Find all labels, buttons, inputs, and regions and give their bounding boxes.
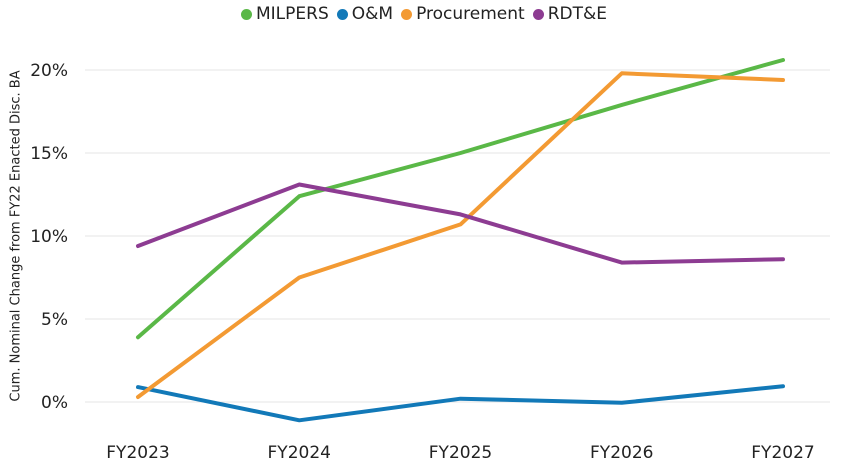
legend-marker [532,8,544,20]
x-tick-label: FY2027 [751,443,814,463]
series-line-rdt-e [136,182,785,265]
legend-item: Procurement [401,4,525,24]
legend-marker [336,8,348,20]
y-tick-label: 10% [30,227,68,247]
y-tick-label: 0% [41,393,68,413]
legend-marker [401,8,413,20]
legend-item: RDT&E [532,4,607,24]
y-tick-label: 15% [30,144,68,164]
legend-label: O&M [351,4,394,24]
series-line-milpers [136,58,785,340]
legend: MILPERS O&M Procurement RDT&E [0,4,850,25]
x-tick-label: FY2024 [268,443,331,463]
legend-label: Procurement [416,4,525,24]
legend-marker [241,8,252,20]
legend-item: MILPERS [241,4,329,24]
x-tick-label: FY2023 [106,443,169,463]
legend-label: RDT&E [547,4,607,24]
series-line-procurement [136,71,785,399]
x-tick-label: FY2025 [429,443,492,463]
legend-item: O&M [336,4,394,24]
x-tick-label: FY2026 [590,443,653,463]
y-tick-label: 5% [41,310,68,330]
y-tick-label: 20% [30,61,68,81]
legend-label: MILPERS [256,4,329,24]
series-line-o-m [136,384,785,423]
